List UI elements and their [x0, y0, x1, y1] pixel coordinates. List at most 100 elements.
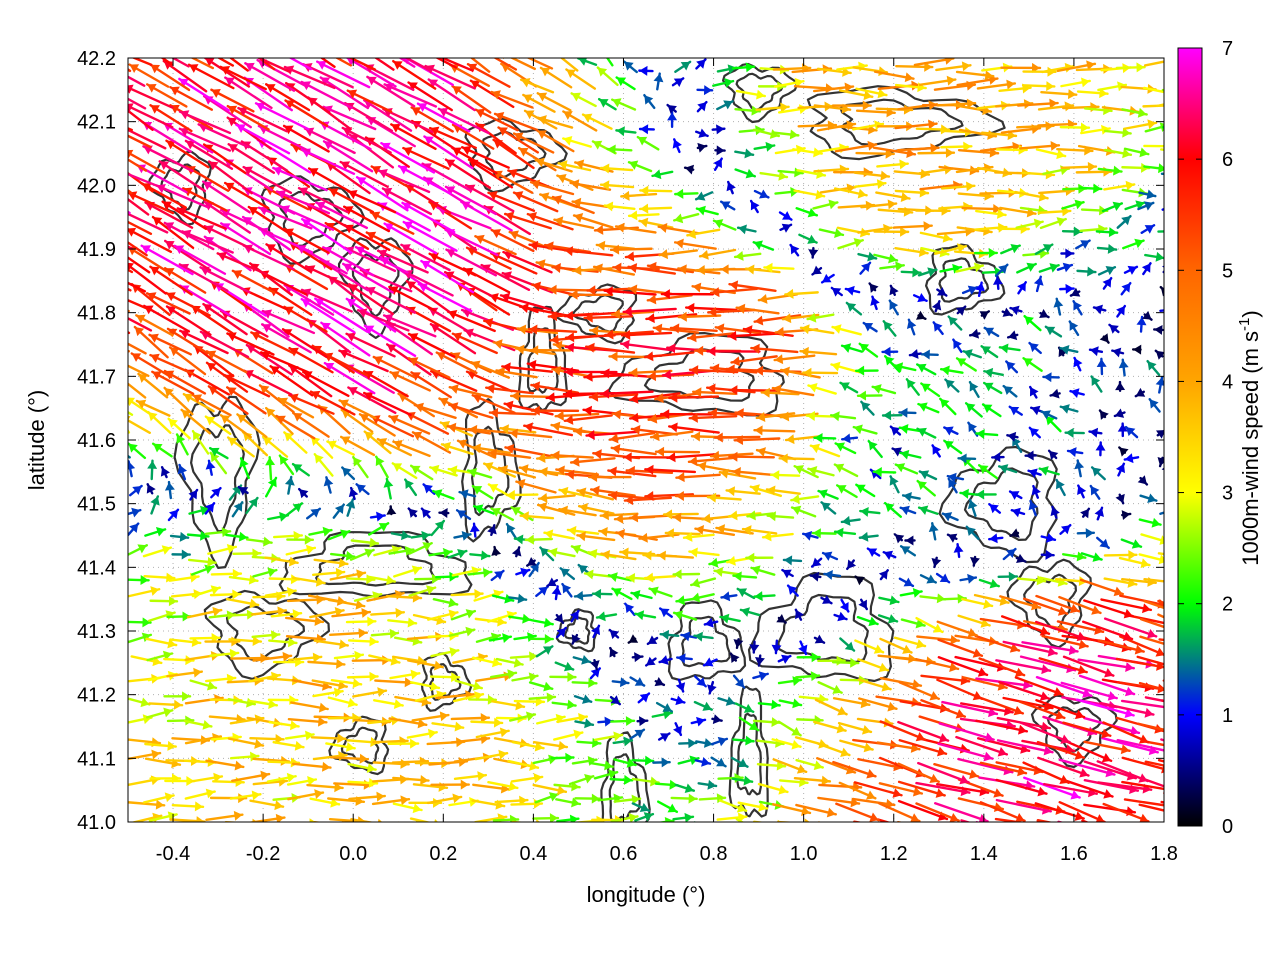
wind-vector: [937, 742, 994, 762]
wind-vector: [358, 413, 396, 437]
wind-vector: [777, 676, 803, 687]
wind-vector: [319, 58, 336, 68]
wind-vector: [474, 749, 509, 761]
wind-vector: [648, 586, 673, 598]
wind-vector: [370, 628, 400, 639]
wind-vector: [588, 760, 615, 771]
wind-vector: [796, 652, 821, 663]
wind-vector: [668, 392, 720, 403]
wind-vector: [801, 531, 819, 541]
wind-vector: [184, 788, 216, 800]
wind-vector: [879, 261, 905, 272]
wind-vector: [448, 384, 493, 399]
wind-vector: [313, 453, 334, 477]
wind-vector: [628, 512, 673, 523]
wind-vector: [388, 414, 431, 435]
wind-vector: [831, 100, 872, 111]
wind-vector: [1116, 214, 1132, 229]
wind-vector: [728, 385, 780, 396]
wind-vector: [594, 731, 624, 742]
wind-vector: [1061, 199, 1085, 210]
wind-vector: [1098, 409, 1109, 420]
wind-vector: [316, 60, 371, 89]
wind-vector: [1039, 309, 1050, 319]
wind-vector: [980, 345, 999, 359]
wind-vector: [327, 529, 351, 541]
wind-vector: [779, 223, 793, 233]
wind-vector: [495, 657, 524, 668]
wind-vector: [833, 611, 848, 622]
wind-vector: [420, 259, 475, 294]
wind-vector: [638, 65, 654, 76]
wind-vector: [593, 769, 619, 780]
wind-vector: [913, 58, 955, 67]
wind-vector: [257, 205, 313, 230]
wind-vector: [511, 672, 539, 683]
wind-vector: [310, 733, 347, 744]
wind-vector: [472, 504, 495, 515]
wind-vector: [859, 506, 881, 517]
wind-vector: [915, 658, 960, 672]
wind-vector: [853, 179, 887, 190]
wind-vector: [695, 205, 719, 216]
wind-vector: [832, 697, 871, 709]
wind-vector: [165, 305, 212, 336]
colorbar-title-main: 1000m-wind speed (m s: [1238, 331, 1263, 566]
wind-vector: [251, 630, 281, 641]
wind-vector: [466, 63, 511, 88]
wind-vector: [720, 591, 738, 602]
wind-vector: [183, 719, 213, 730]
colorbar-tick-label: 7: [1222, 38, 1233, 60]
wind-vector: [889, 284, 899, 296]
wind-vector: [392, 802, 423, 814]
wind-vector: [128, 197, 150, 216]
wind-vector: [944, 378, 960, 393]
wind-vector: [752, 240, 775, 251]
wind-vector: [352, 455, 369, 479]
wind-vector: [696, 100, 708, 113]
wind-vector: [455, 509, 472, 521]
wind-vector: [163, 267, 207, 294]
wind-vector: [879, 720, 927, 742]
wind-vector: [1077, 484, 1087, 499]
wind-vector: [392, 59, 437, 90]
wind-vector: [409, 464, 434, 481]
wind-vector: [355, 483, 370, 496]
wind-vector: [264, 556, 299, 567]
wind-vector: [813, 720, 847, 734]
wind-vector: [837, 721, 873, 735]
wind-vector: [609, 244, 653, 255]
wind-vector: [726, 180, 736, 195]
wind-vector: [917, 826, 965, 843]
wind-vector: [290, 701, 329, 713]
wind-vector: [975, 677, 1033, 690]
wind-vector: [717, 696, 737, 706]
wind-vector: [267, 757, 301, 768]
wind-vector: [855, 148, 895, 159]
wind-vector: [376, 437, 412, 457]
wind-vector: [589, 485, 636, 497]
wind-vector: [1080, 507, 1091, 519]
wind-vector: [713, 432, 761, 443]
wind-vector: [1103, 148, 1133, 159]
wind-vector: [184, 139, 234, 170]
wind-vector: [916, 427, 937, 439]
wind-vector: [509, 651, 539, 662]
wind-vector: [839, 381, 859, 394]
wind-vector: [469, 58, 491, 73]
wind-vector: [881, 410, 903, 421]
wind-vector: [916, 479, 936, 497]
wind-vector: [128, 416, 151, 435]
wind-vector: [1023, 314, 1042, 332]
wind-vector: [347, 386, 397, 415]
wind-vector: [809, 571, 822, 582]
wind-vector: [511, 546, 522, 558]
wind-vector: [1038, 466, 1060, 476]
wind-vector: [1077, 658, 1135, 672]
wind-vector: [487, 448, 532, 459]
wind-vector: [688, 365, 739, 376]
wind-vector: [411, 431, 452, 454]
wind-vector: [487, 780, 519, 792]
wind-vector: [644, 490, 695, 501]
wind-vector: [389, 669, 421, 680]
